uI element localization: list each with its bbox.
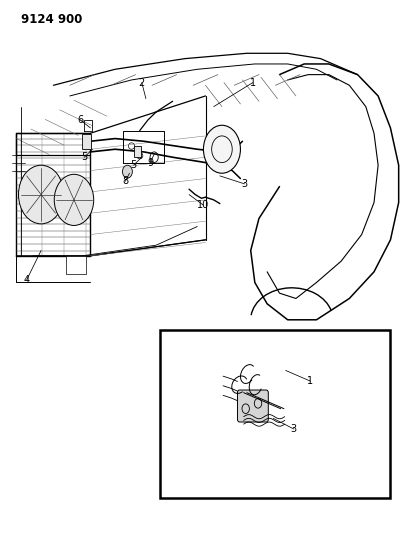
Bar [134, 146, 141, 157]
Text: 3: 3 [242, 179, 247, 189]
Text: 9124 900: 9124 900 [21, 13, 82, 26]
Circle shape [54, 174, 94, 225]
Text: 8: 8 [122, 176, 128, 186]
Text: 4: 4 [24, 275, 30, 285]
Bar [160, 330, 390, 498]
Text: 2: 2 [139, 78, 145, 87]
Text: 5: 5 [130, 160, 137, 170]
Text: 6: 6 [77, 115, 83, 125]
Text: 1: 1 [250, 78, 256, 87]
Text: 1: 1 [307, 376, 313, 386]
Bar [82, 134, 91, 149]
Text: 10: 10 [197, 200, 210, 210]
Bar [66, 256, 86, 274]
Text: 5: 5 [81, 152, 88, 162]
FancyBboxPatch shape [238, 390, 268, 422]
Circle shape [122, 165, 132, 178]
Circle shape [18, 165, 64, 224]
Circle shape [203, 125, 240, 173]
Text: 3: 3 [291, 424, 297, 434]
Text: 9: 9 [147, 158, 153, 167]
